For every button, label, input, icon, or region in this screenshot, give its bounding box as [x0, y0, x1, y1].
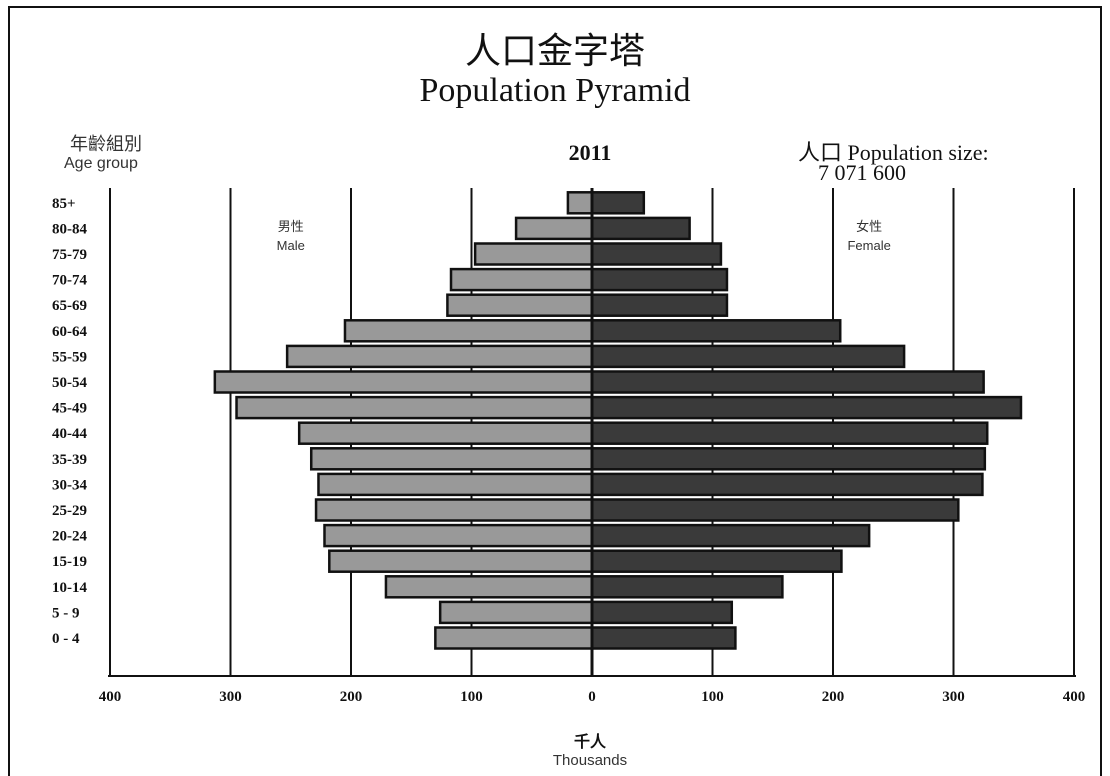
unit-label-chinese: 千人	[573, 734, 606, 751]
x-tick-label: 300	[219, 689, 242, 705]
age-group-tick-label: 85+	[52, 196, 76, 212]
unit-label-english: Thousands	[552, 752, 628, 769]
female-bar	[590, 523, 871, 548]
female-bar	[590, 498, 960, 522]
female-bar	[590, 216, 691, 241]
male-bar	[314, 498, 594, 522]
age-group-tick-label: 25-29	[52, 503, 87, 519]
male-bar	[285, 344, 594, 369]
x-tick-label: 400	[1063, 689, 1086, 705]
female-bar	[590, 472, 984, 497]
x-tick-label: 0	[588, 689, 596, 705]
chart-title-english: Population Pyramid	[419, 72, 691, 109]
female-bar	[590, 191, 646, 215]
female-bar	[590, 549, 843, 573]
age-group-tick-label: 65-69	[52, 298, 87, 314]
male-bar	[323, 523, 594, 548]
age-group-tick-label: 50-54	[52, 375, 87, 391]
female-bar	[590, 370, 985, 394]
age-group-tick-label: 70-74	[52, 273, 87, 289]
age-group-tick-label: 5 - 9	[52, 605, 80, 621]
age-group-tick-label: 45-49	[52, 401, 87, 417]
female-bar	[590, 395, 1023, 420]
male-series-label-chinese: 男性	[278, 219, 304, 234]
population-size-label: 人口 Population size:	[798, 140, 989, 165]
age-group-tick-label: 60-64	[52, 324, 87, 340]
female-bar	[590, 447, 987, 471]
age-group-tick-label: 10-14	[52, 580, 87, 596]
female-bar	[590, 421, 989, 445]
age-group-label-english: Age group	[64, 155, 138, 172]
male-bar	[449, 267, 594, 292]
male-bar	[438, 600, 594, 625]
male-bar	[343, 319, 594, 343]
age-group-tick-label: 30-34	[52, 477, 87, 493]
female-bar	[590, 242, 723, 266]
female-series-label-english: Female	[847, 238, 890, 253]
x-tick-label: 200	[340, 689, 363, 705]
year-label: 2011	[568, 140, 612, 165]
population-size-value: 7 071 600	[818, 160, 906, 185]
age-group-tick-label: 0 - 4	[52, 631, 80, 647]
male-bar	[473, 242, 594, 266]
female-bar	[590, 575, 784, 599]
female-bar	[590, 267, 729, 292]
age-group-tick-label: 35-39	[52, 452, 87, 468]
x-tick-label: 400	[99, 689, 122, 705]
chart-frame	[8, 6, 1102, 776]
male-bar	[566, 191, 594, 215]
male-bar	[446, 293, 594, 317]
chart-title-chinese: 人口金字塔	[464, 31, 645, 71]
age-group-label-chinese: 年齡組別	[70, 134, 142, 154]
age-group-tick-label: 15-19	[52, 554, 87, 570]
male-series-label-english: Male	[277, 238, 305, 253]
x-tick-label: 300	[942, 689, 965, 705]
age-group-tick-label: 75-79	[52, 247, 87, 263]
female-bar	[590, 344, 906, 369]
female-bar	[590, 319, 842, 343]
male-bar	[235, 395, 594, 420]
age-group-tick-label: 80-84	[52, 221, 87, 237]
age-group-tick-label: 40-44	[52, 426, 87, 442]
male-bar	[434, 626, 594, 650]
male-bar	[384, 575, 594, 599]
male-bar	[328, 549, 594, 573]
age-group-tick-label: 20-24	[52, 529, 87, 545]
female-bar	[590, 600, 734, 625]
female-bar	[590, 626, 737, 650]
x-tick-label: 200	[822, 689, 845, 705]
female-series-label-chinese: 女性	[856, 219, 882, 234]
male-bar	[317, 472, 594, 497]
male-bar	[309, 447, 594, 471]
female-bar	[590, 293, 729, 317]
x-tick-label: 100	[460, 689, 483, 705]
x-tick-label: 100	[701, 689, 724, 705]
age-group-tick-label: 55-59	[52, 349, 87, 365]
male-bar	[297, 421, 594, 445]
male-bar	[213, 370, 594, 394]
male-bar	[514, 216, 594, 241]
